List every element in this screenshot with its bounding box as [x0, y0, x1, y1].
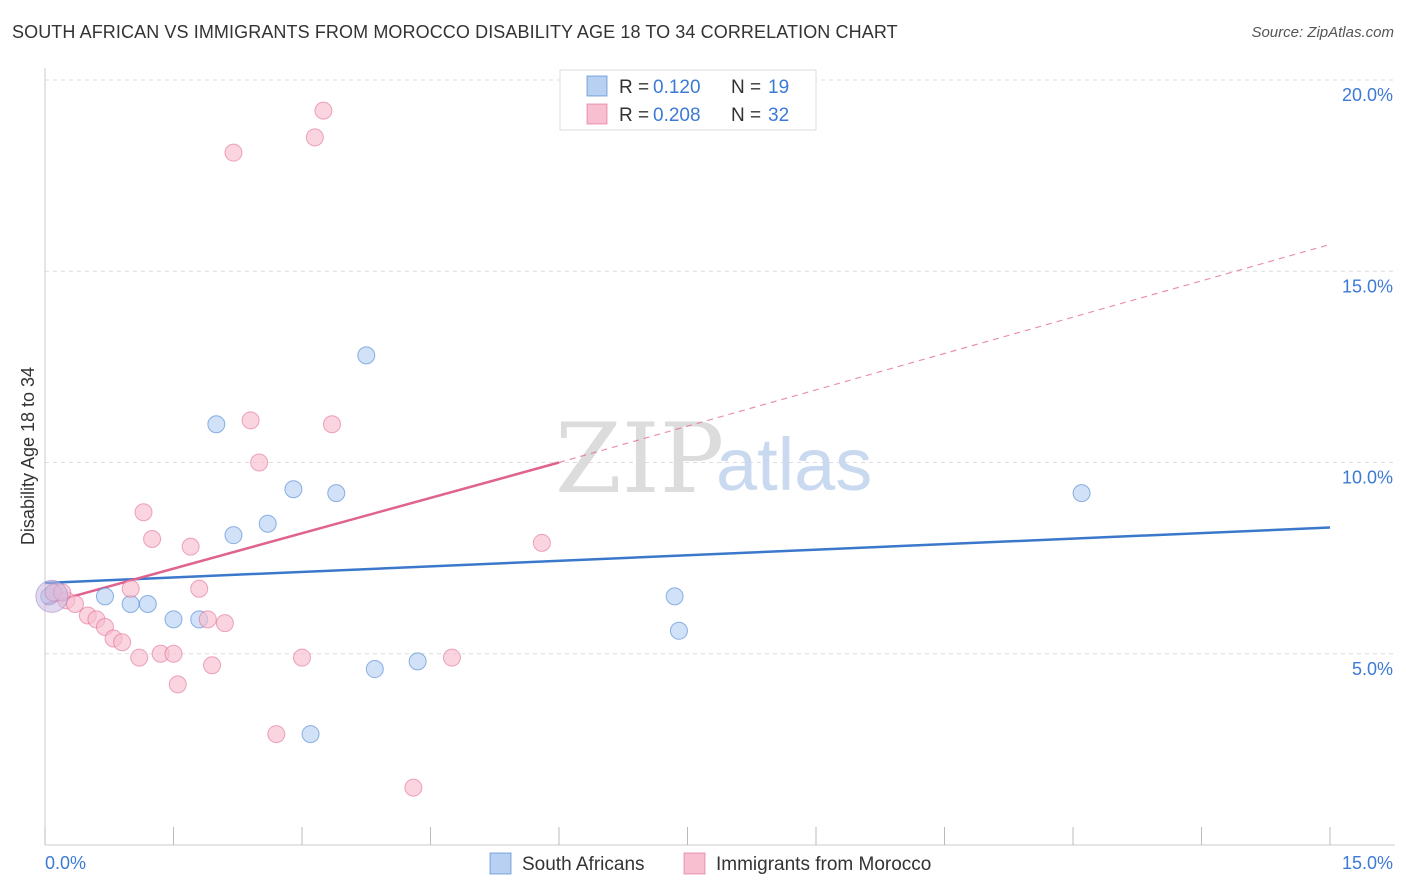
point-south-africans — [327, 484, 346, 503]
point-south-africans — [408, 652, 427, 671]
point-morocco — [250, 453, 269, 472]
y-tick-label: 20.0% — [1342, 85, 1393, 105]
point-morocco — [305, 128, 324, 147]
y-tick-labels: 5.0% 10.0% 15.0% 20.0% — [1342, 85, 1393, 679]
point-south-africans — [301, 725, 320, 744]
point-south-africans — [665, 587, 684, 606]
point-south-africans — [669, 621, 688, 640]
legend-n-label: N = — [731, 105, 761, 126]
point-south-africans — [224, 526, 243, 545]
legend-swatch — [586, 103, 608, 125]
grid-lines — [45, 79, 1395, 655]
point-morocco — [203, 656, 222, 675]
point-morocco — [143, 530, 162, 548]
legend: R = 0.120 N = 19 R = 0.208 N = 32 — [559, 69, 817, 131]
point-morocco — [267, 725, 286, 744]
point-morocco — [113, 633, 132, 652]
legend-swatch — [586, 75, 608, 97]
point-morocco — [224, 143, 243, 162]
bottom-legend: South Africans Immigrants from Morocco — [489, 852, 931, 875]
y-tick-label: 15.0% — [1342, 276, 1393, 296]
point-south-africans — [95, 587, 114, 606]
trend-line-morocco — [44, 461, 560, 606]
bottom-legend-swatch — [683, 852, 706, 875]
legend-r-value: 0.208 — [653, 105, 701, 126]
trend-line-south-africans — [44, 526, 1331, 585]
watermark-atlas: atlas — [716, 423, 872, 506]
point-south-africans — [207, 415, 226, 434]
point-morocco — [293, 648, 311, 667]
point-south-africans — [138, 595, 157, 614]
point-morocco — [164, 644, 183, 663]
legend-n-label: N = — [731, 77, 761, 98]
point-cluster — [35, 579, 69, 613]
bottom-legend-swatch — [489, 852, 512, 875]
watermark-zip: ZIP — [555, 403, 724, 515]
point-morocco — [241, 411, 260, 430]
bottom-legend-label: South Africans — [522, 854, 645, 875]
y-axis-label: Disability Age 18 to 34 — [18, 367, 38, 545]
point-morocco — [314, 101, 333, 120]
axes — [44, 68, 1395, 846]
x-tick-label: 15.0% — [1342, 853, 1393, 873]
legend-r-value: 0.120 — [653, 77, 701, 98]
legend-n-value: 19 — [768, 77, 789, 98]
point-south-africans — [164, 610, 183, 629]
point-morocco — [134, 503, 153, 522]
point-morocco — [322, 415, 341, 434]
point-south-africans — [258, 514, 277, 533]
chart-title: SOUTH AFRICAN VS IMMIGRANTS FROM MOROCCO… — [12, 22, 898, 42]
point-morocco — [130, 648, 149, 667]
point-morocco — [404, 778, 423, 797]
point-morocco — [121, 579, 140, 598]
point-south-africans — [284, 480, 303, 499]
point-morocco — [168, 675, 187, 694]
point-south-africans — [121, 595, 140, 614]
x-tick-labels: 0.0% 15.0% — [45, 853, 1393, 873]
point-morocco — [532, 533, 551, 552]
point-south-africans — [1072, 484, 1091, 503]
legend-r-label: R = — [619, 77, 649, 98]
point-south-africans — [357, 346, 376, 365]
y-tick-label: 5.0% — [1352, 659, 1393, 679]
legend-n-value: 32 — [768, 105, 789, 126]
x-tick-label: 0.0% — [45, 853, 86, 873]
legend-r-label: R = — [619, 105, 649, 126]
point-morocco — [181, 537, 200, 556]
source-label: Source: ZipAtlas.com — [1251, 24, 1394, 41]
y-tick-label: 10.0% — [1342, 468, 1393, 488]
point-morocco — [198, 610, 217, 629]
point-morocco — [65, 595, 84, 614]
point-morocco — [442, 648, 461, 667]
trend-line-extension — [558, 243, 1331, 464]
bottom-legend-label: Immigrants from Morocco — [716, 854, 931, 875]
point-morocco — [190, 579, 209, 598]
data-points — [35, 101, 1091, 797]
point-south-africans — [365, 660, 384, 679]
point-morocco — [215, 614, 234, 633]
